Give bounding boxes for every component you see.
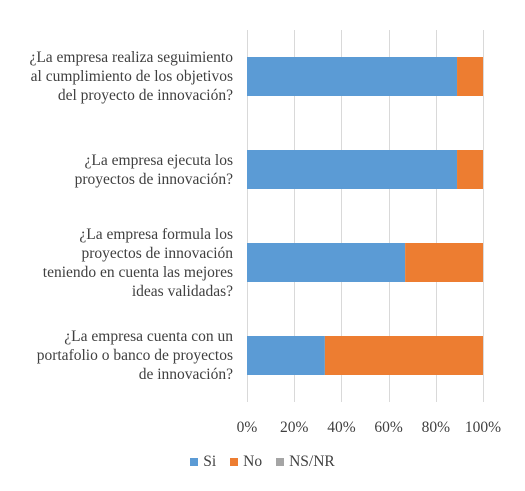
legend-label: Si (203, 453, 217, 470)
bar-si (247, 336, 325, 375)
x-tick-label: 60% (374, 419, 403, 436)
legend-item: Si (190, 453, 216, 471)
category-label: ¿La empresa cuenta con un portafolio o b… (36, 328, 233, 383)
chart-legend: Si No NS/NR (0, 453, 525, 471)
bar-no (405, 243, 483, 282)
legend-label: NS/NR (289, 453, 335, 470)
bar-no (457, 57, 483, 96)
x-tick-label: 80% (422, 419, 451, 436)
legend-swatch (230, 458, 239, 466)
legend-item: No (230, 453, 262, 471)
bar-si (247, 57, 458, 96)
legend-item: NS/NR (276, 453, 335, 471)
bar-si (247, 243, 406, 282)
x-tick-label: 0% (237, 419, 258, 436)
legend-swatch (190, 458, 199, 466)
x-tick-label: 100% (465, 419, 501, 436)
bar-si (247, 150, 458, 189)
x-tick-label: 20% (280, 419, 309, 436)
legend-label: No (243, 453, 263, 470)
bar-no (457, 150, 483, 189)
category-label: ¿La empresa ejecuta los proyectos de inn… (74, 151, 233, 188)
category-label: ¿La empresa realiza seguimiento al cumpl… (29, 49, 233, 104)
legend-swatch (276, 458, 285, 466)
category-label: ¿La empresa formula los proyectos de inn… (42, 225, 233, 300)
bar-no (324, 336, 483, 375)
x-tick-label: 40% (327, 419, 356, 436)
